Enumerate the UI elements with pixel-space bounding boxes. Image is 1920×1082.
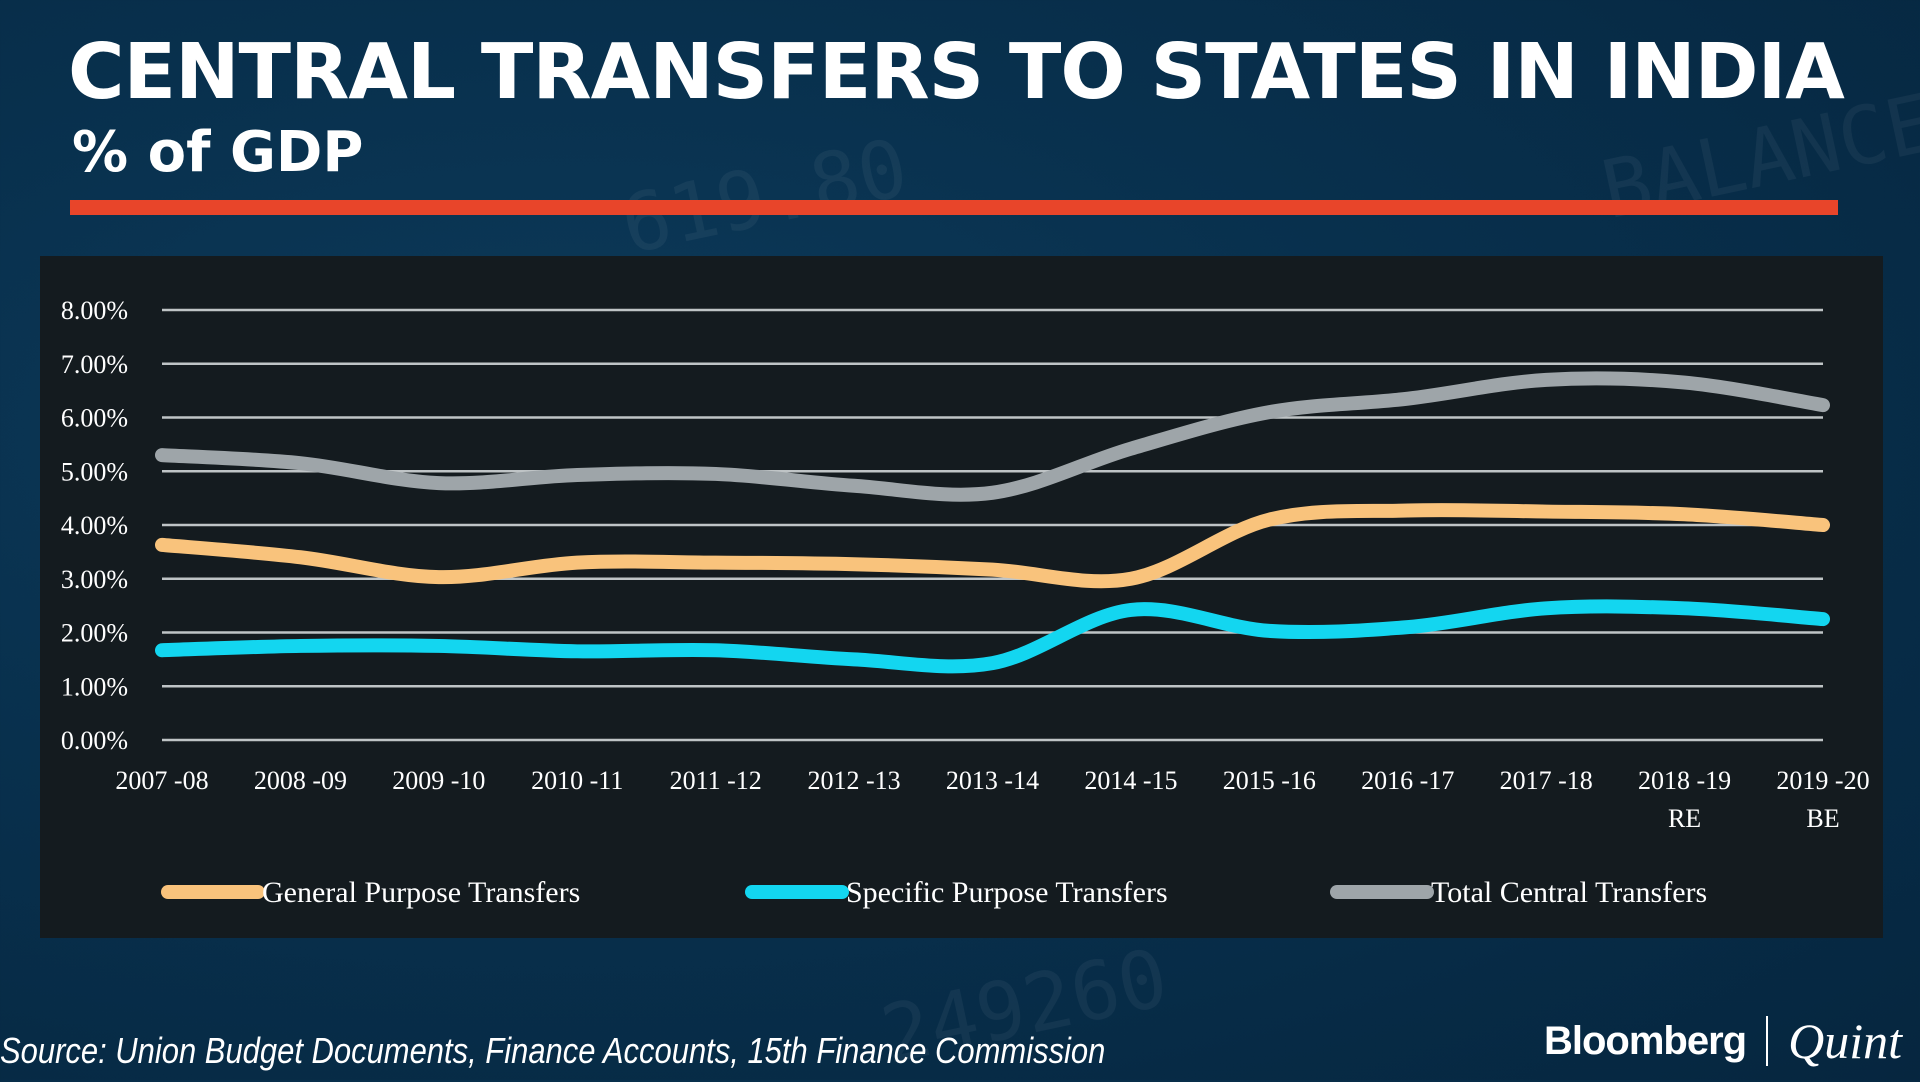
data-point-total [299,462,301,464]
y-tick-label: 8.00% [61,296,128,325]
x-tick-label: 2015 -16 [1223,766,1316,795]
accent-divider [70,200,1838,215]
series-line-total [155,371,1830,502]
x-tick-label: 2019 -20 [1776,766,1869,795]
data-point-total [1684,382,1686,384]
data-point-general [853,563,855,565]
y-tick-label: 5.00% [61,457,128,486]
data-point-general [1268,519,1270,521]
data-point-total [853,485,855,487]
x-tick-label: 2009 -10 [392,766,485,795]
data-point-specific [1684,607,1686,609]
y-tick-label: 2.00% [61,619,128,648]
data-point-specific [161,649,163,651]
data-point-general [161,544,163,546]
data-point-specific [853,658,855,660]
data-point-specific [1268,630,1270,632]
y-tick-label: 4.00% [61,511,128,540]
data-point-total [1545,379,1547,381]
x-tick-label: 2017 -18 [1500,766,1593,795]
x-tick-label: 2016 -17 [1361,766,1454,795]
data-point-total [576,474,578,476]
data-point-specific [438,645,440,647]
data-point-general [299,556,301,558]
data-point-general [1130,578,1132,580]
data-point-general [715,562,717,564]
data-point-general [438,576,440,578]
series-line-specific [155,599,1830,674]
data-point-total [1407,398,1409,400]
data-point-specific [576,650,578,652]
page-subtitle: % of GDP [72,120,364,185]
data-point-specific [1545,607,1547,609]
background-decoration: 619.80 [613,120,916,273]
data-point-general [1407,509,1409,511]
data-point-specific [1130,609,1132,611]
x-tick-label: 2011 -12 [670,766,762,795]
data-point-total [715,473,717,475]
data-point-total [992,492,994,494]
data-point-total [438,482,440,484]
brand-logo: Bloomberg Quint [1544,1012,1902,1070]
x-tick-label: 2013 -14 [946,766,1039,795]
y-tick-label: 3.00% [61,565,128,594]
x-tick-label: 2018 -19 [1638,766,1731,795]
data-point-general [1822,524,1824,526]
x-tick-label: 2008 -09 [254,766,347,795]
logo-quint: Quint [1788,1013,1902,1069]
series-line-general [155,503,1830,589]
data-point-total [1268,411,1270,413]
data-point-general [1545,511,1547,513]
logo-divider [1766,1016,1769,1066]
x-tick-label: 2010 -11 [531,766,623,795]
data-point-specific [1822,618,1824,620]
x-tick-label: 2007 -08 [115,766,208,795]
chart-panel: 0.00% 1.00% 2.00% 3.00% 4.00% 5.00% 6.00% 7.00%… [40,256,1883,938]
y-tick-label: 1.00% [61,672,128,701]
data-point-total [1130,448,1132,450]
data-point-specific [1407,626,1409,628]
logo-bloomberg: Bloomberg [1543,1018,1747,1063]
data-point-general [1684,513,1686,515]
data-point-general [576,562,578,564]
data-point-specific [715,649,717,651]
page-title: CENTRAL TRANSFERS TO STATES IN INDIA [68,28,1845,117]
x-tick-label: 2014 -15 [1084,766,1177,795]
legend-label-general: General Purpose Transfers [262,876,580,909]
data-point-specific [992,662,994,664]
line-chart: 0.00% 1.00% 2.00% 3.00% 4.00% 5.00% 6.00% 7.00%… [61,296,1870,909]
y-tick-label: 6.00% [61,404,128,433]
data-point-total [161,454,163,456]
y-tick-label: 7.00% [61,350,128,379]
x-tick-label: BE [1806,804,1839,833]
data-point-total [1822,404,1824,406]
x-tick-label: RE [1668,804,1701,833]
y-tick-label: 0.00% [61,726,128,755]
legend-label-specific: Specific Purpose Transfers [846,876,1168,909]
x-tick-label: 2012 -13 [807,766,900,795]
data-point-general [992,569,994,571]
source-note: Source: Union Budget Documents, Finance … [0,1030,1106,1071]
legend-label-total: Total Central Transfers [1431,876,1707,909]
data-point-specific [299,645,301,647]
